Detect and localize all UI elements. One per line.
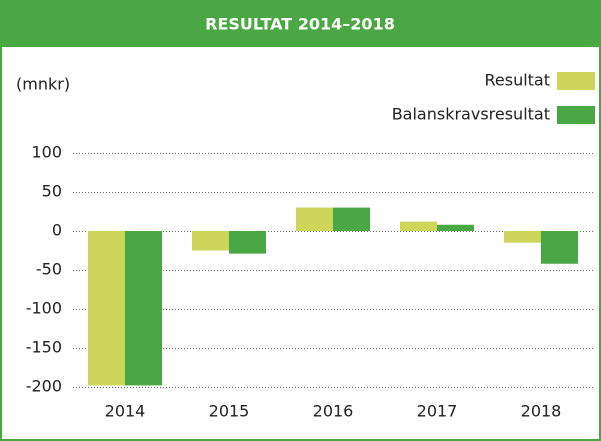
y-tick-label: 100 — [31, 143, 62, 162]
bar — [541, 231, 578, 264]
y-tick-label: -200 — [26, 377, 62, 396]
bar — [229, 231, 266, 254]
legend-label: Resultat — [484, 71, 550, 90]
y-tick-label: -100 — [26, 299, 62, 318]
legend-swatch — [557, 106, 595, 124]
y-axis-label: (mnkr) — [16, 75, 70, 94]
x-tick-label: 2018 — [521, 402, 562, 421]
y-tick-label: -50 — [36, 260, 62, 279]
y-tick-label: 50 — [42, 182, 62, 201]
x-tick-label: 2016 — [313, 402, 354, 421]
x-tick-label: 2017 — [417, 402, 458, 421]
bar — [437, 224, 474, 231]
bar — [296, 207, 333, 231]
bar — [333, 207, 370, 231]
chart-title: RESULTAT 2014–2018 — [205, 15, 395, 34]
x-tick-label: 2014 — [105, 402, 146, 421]
y-tick-label: -150 — [26, 338, 62, 357]
title-banner — [1, 1, 600, 47]
legend-swatch — [557, 72, 595, 90]
legend-label: Balanskravsresultat — [392, 105, 550, 124]
bar — [88, 231, 125, 386]
bar — [400, 221, 437, 231]
y-tick-label: 0 — [52, 221, 62, 240]
bar — [125, 231, 162, 386]
x-tick-label: 2015 — [209, 402, 250, 421]
bar — [192, 231, 229, 251]
bar — [504, 231, 541, 243]
